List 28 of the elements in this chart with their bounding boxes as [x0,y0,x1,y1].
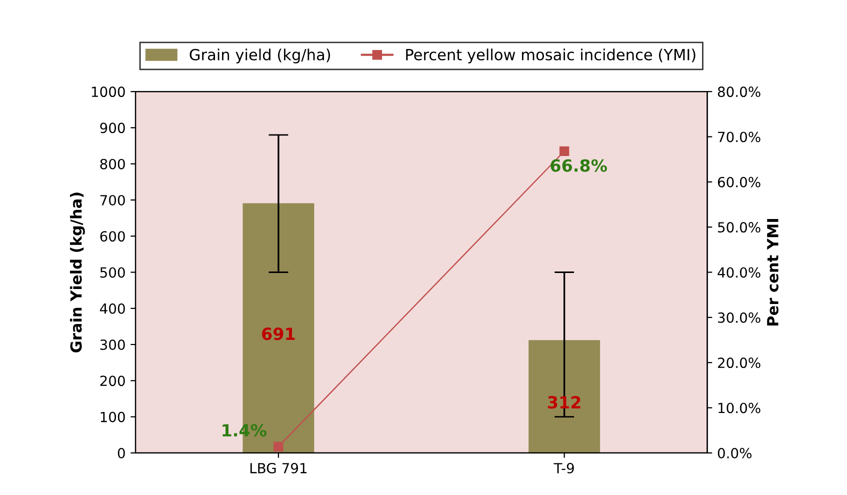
y2-tick-label: 50.0% [718,222,760,233]
y2-tick-label: 70.0% [718,132,760,142]
y-tick-label: 900 [100,122,125,134]
y-tick-label: 400 [100,303,125,314]
data-label: 66.8% [550,159,607,172]
x-tick-label: T-9 [554,462,574,474]
y-tick-label: 600 [100,231,125,242]
y-tick-label: 1000 [92,86,125,98]
y2-tick-label: 10.0% [718,402,760,414]
y-tick-label: 100 [100,412,125,422]
y2-tick-label: 80.0% [718,86,760,98]
y2-tick-label: 30.0% [718,312,760,323]
y2-tick-label: 20.0% [718,358,760,368]
y2-tick-label: 40.0% [718,267,760,278]
y2-tick-label: 60.0% [718,176,760,188]
data-label: 691 [262,328,295,340]
y-axis-title: Grain Yield (kg/ha) [70,192,85,352]
legend-label: Percent yellow mosaic incidence (YMI) [406,48,696,64]
y-tick-label: 800 [100,158,125,170]
y-tick-label: 200 [100,376,125,386]
y-tick-label: 0 [118,448,125,458]
x-tick-label: LBG 791 [250,462,307,474]
legend-label: Grain yield (kg/ha) [190,48,330,64]
y-tick-label: 300 [100,339,125,350]
y2-tick-label: 0.0% [718,448,752,458]
y-tick-label: 500 [100,267,125,278]
y-tick-label: 700 [100,194,125,206]
y2-axis-title: Per cent YMI [767,219,778,326]
